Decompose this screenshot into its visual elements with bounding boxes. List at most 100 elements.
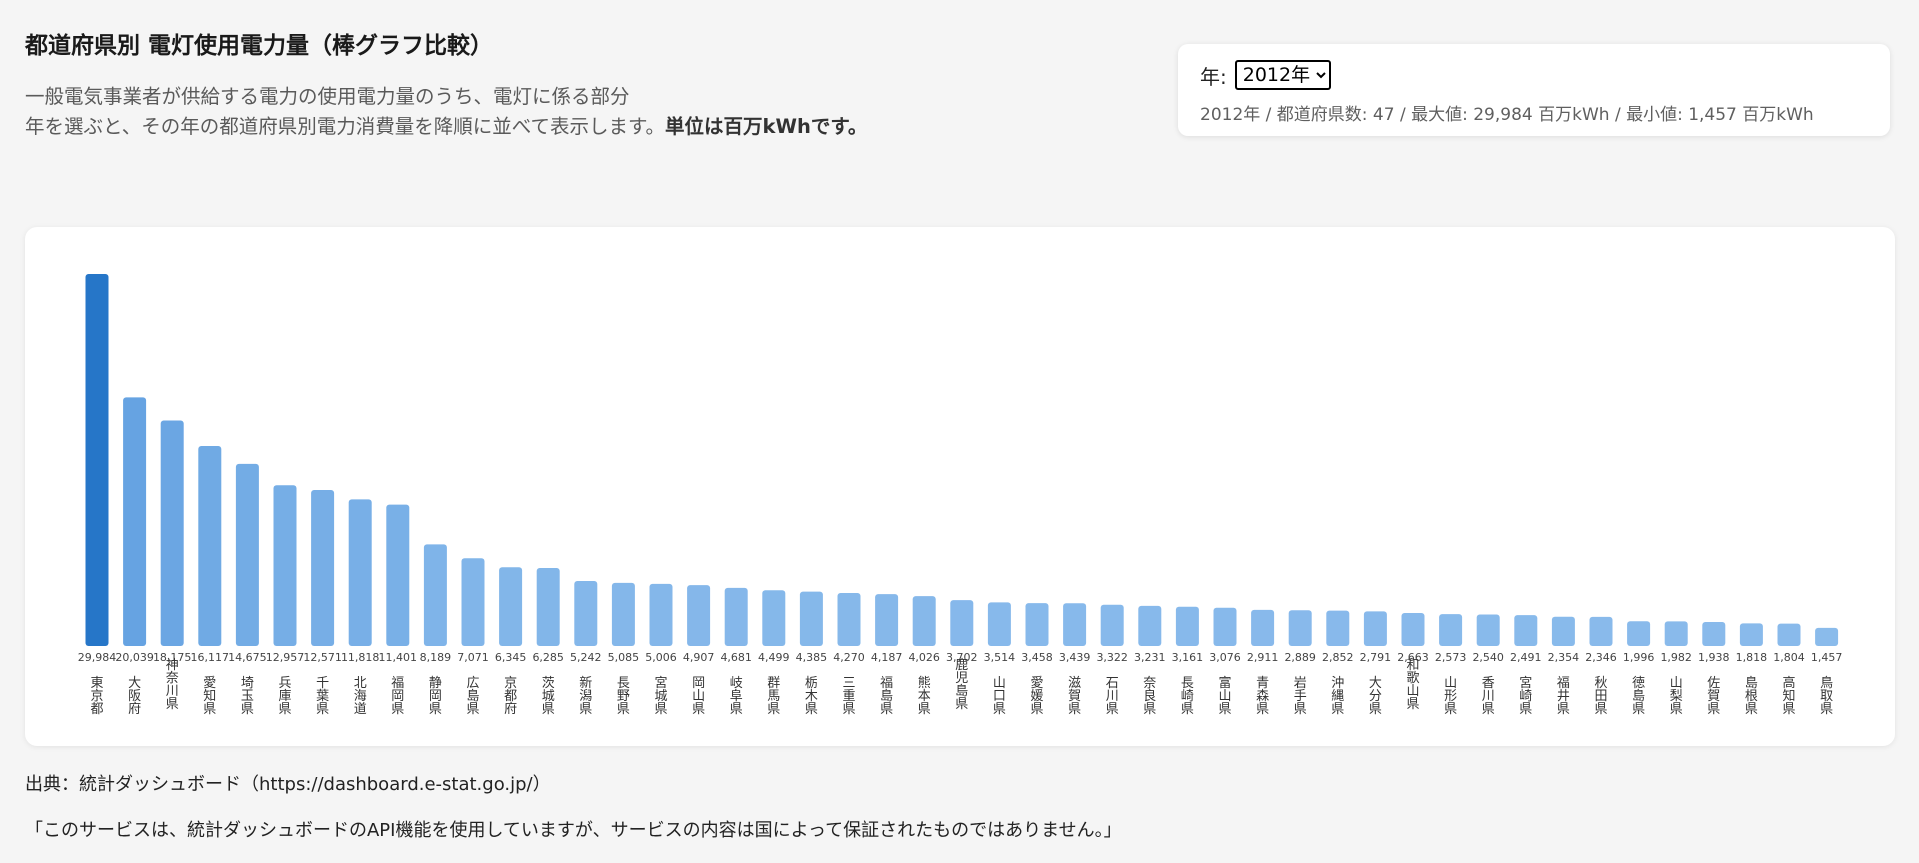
year-select[interactable]: 2012年 — [1234, 60, 1331, 90]
category-label: 北海道 — [354, 676, 367, 717]
bar-value-label: 2,889 — [1284, 651, 1316, 664]
bar — [1589, 616, 1613, 646]
category-label: 栃木県 — [805, 676, 818, 717]
page-title: 都道府県別 電灯使用電力量（棒グラフ比較） — [25, 33, 494, 59]
bar-value-label: 3,076 — [1209, 651, 1241, 664]
category-label: 群馬県 — [767, 676, 780, 717]
bar — [1326, 610, 1350, 646]
bar — [987, 602, 1011, 646]
bar — [912, 596, 936, 646]
bar-value-label: 8,189 — [420, 651, 452, 664]
category-label: 長野県 — [617, 676, 630, 717]
bar-value-label: 4,385 — [796, 651, 828, 664]
category-label: 千葉県 — [316, 676, 329, 717]
bar — [348, 499, 372, 646]
bar — [1025, 603, 1049, 646]
bar-value-label: 11,401 — [379, 651, 418, 664]
category-label: 福岡県 — [391, 676, 404, 717]
bar-value-label: 2,573 — [1435, 651, 1467, 664]
bar — [1514, 615, 1538, 646]
category-label: 佐賀県 — [1707, 676, 1720, 717]
bar — [1551, 616, 1575, 646]
bar-value-label: 4,026 — [908, 651, 940, 664]
bar-value-label: 2,346 — [1585, 651, 1617, 664]
category-label: 大分県 — [1369, 676, 1382, 717]
bar-value-label: 3,702 — [946, 651, 978, 664]
year-selector-row: 年: 2012年 — [1200, 60, 1331, 90]
category-label: 長崎県 — [1181, 676, 1194, 717]
bar — [160, 420, 184, 646]
year-control-card: 年: 2012年 2012年 / 都道府県数: 47 / 最大値: 29,984… — [1178, 44, 1890, 136]
unit-note: 単位は百万kWhです。 — [665, 115, 868, 138]
bar — [687, 585, 711, 646]
bar — [649, 583, 673, 646]
category-label: 神奈川県 — [166, 658, 179, 712]
bar — [123, 397, 147, 646]
bar-value-label: 5,006 — [645, 651, 677, 664]
category-label: 徳島県 — [1632, 676, 1645, 717]
bar-value-label: 4,187 — [871, 651, 903, 664]
bar — [1175, 606, 1199, 646]
category-label: 秋田県 — [1594, 676, 1607, 717]
bar-value-label: 18,175 — [153, 651, 192, 664]
description-line-2-text: 年を選ぶと、その年の都道府県別電力消費量を降順に並べて表示します。 — [25, 115, 665, 138]
bar — [1213, 607, 1237, 646]
summary-text: 2012年 / 都道府県数: 47 / 最大値: 29,984 百万kWh / … — [1200, 105, 1814, 125]
category-label: 岐阜県 — [730, 676, 743, 717]
bar — [1401, 613, 1425, 646]
description-line-2: 年を選ぶと、その年の都道府県別電力消費量を降順に並べて表示します。単位は百万kW… — [25, 112, 867, 142]
year-label: 年: — [1200, 64, 1227, 89]
bar-value-label: 4,681 — [720, 651, 752, 664]
category-label: 高知県 — [1782, 675, 1795, 717]
bar — [1815, 627, 1839, 646]
category-label: 石川県 — [1106, 676, 1119, 717]
category-label: 沖縄県 — [1331, 676, 1344, 717]
bar — [1627, 621, 1651, 646]
source-note: 出典：統計ダッシュボード（https://dashboard.e-stat.go… — [25, 774, 551, 795]
bar — [1476, 614, 1500, 646]
bar — [875, 594, 899, 646]
category-label: 三重県 — [842, 676, 855, 717]
bar-value-label: 1,982 — [1660, 651, 1692, 664]
bar-value-label: 29,984 — [78, 651, 117, 664]
bar-value-label: 20,039 — [115, 651, 154, 664]
bar — [386, 504, 410, 646]
category-label: 岩手県 — [1294, 676, 1307, 717]
bar — [950, 600, 974, 646]
category-label: 静岡県 — [429, 676, 442, 717]
bar — [1363, 611, 1387, 646]
category-label: 島根県 — [1745, 676, 1758, 717]
bar-value-label: 2,791 — [1360, 651, 1392, 664]
bar-value-label: 6,285 — [532, 651, 564, 664]
bar-value-label: 5,242 — [570, 651, 602, 664]
bar-value-label: 3,439 — [1059, 651, 1091, 664]
category-label: 愛媛県 — [1030, 676, 1043, 717]
bar-value-label: 1,818 — [1736, 651, 1768, 664]
category-label: 香川県 — [1482, 676, 1495, 717]
category-label: 京都府 — [504, 676, 517, 717]
bar — [1251, 609, 1275, 646]
bar — [536, 568, 560, 646]
page-description: 一般電気事業者が供給する電力の使用電力量のうち、電灯に係る部分 年を選ぶと、その… — [25, 82, 867, 142]
bar — [1664, 621, 1688, 646]
bar — [1702, 622, 1726, 646]
bar — [1288, 610, 1312, 646]
category-label: 新潟県 — [579, 675, 592, 717]
category-label: 青森県 — [1256, 676, 1269, 717]
bar — [311, 490, 335, 646]
disclaimer-note: 「このサービスは、統計ダッシュボードのAPI機能を使用していますが、サービスの内… — [25, 820, 1122, 841]
category-label: 埼玉県 — [241, 676, 254, 717]
bar-value-label: 6,345 — [495, 651, 527, 664]
category-label: 富山県 — [1218, 675, 1231, 717]
bar-value-label: 16,117 — [191, 651, 230, 664]
bar — [1138, 605, 1162, 646]
bar-value-label: 2,663 — [1397, 651, 1429, 664]
bar-value-label: 2,540 — [1472, 651, 1504, 664]
category-label: 兵庫県 — [278, 676, 291, 717]
description-line-1: 一般電気事業者が供給する電力の使用電力量のうち、電灯に係る部分 — [25, 85, 630, 108]
bar — [461, 558, 485, 646]
bar-value-label: 2,852 — [1322, 651, 1354, 664]
category-label: 和歌山県 — [1406, 658, 1419, 712]
category-label: 鹿児島県 — [955, 657, 968, 712]
bar-value-label: 3,322 — [1096, 651, 1128, 664]
